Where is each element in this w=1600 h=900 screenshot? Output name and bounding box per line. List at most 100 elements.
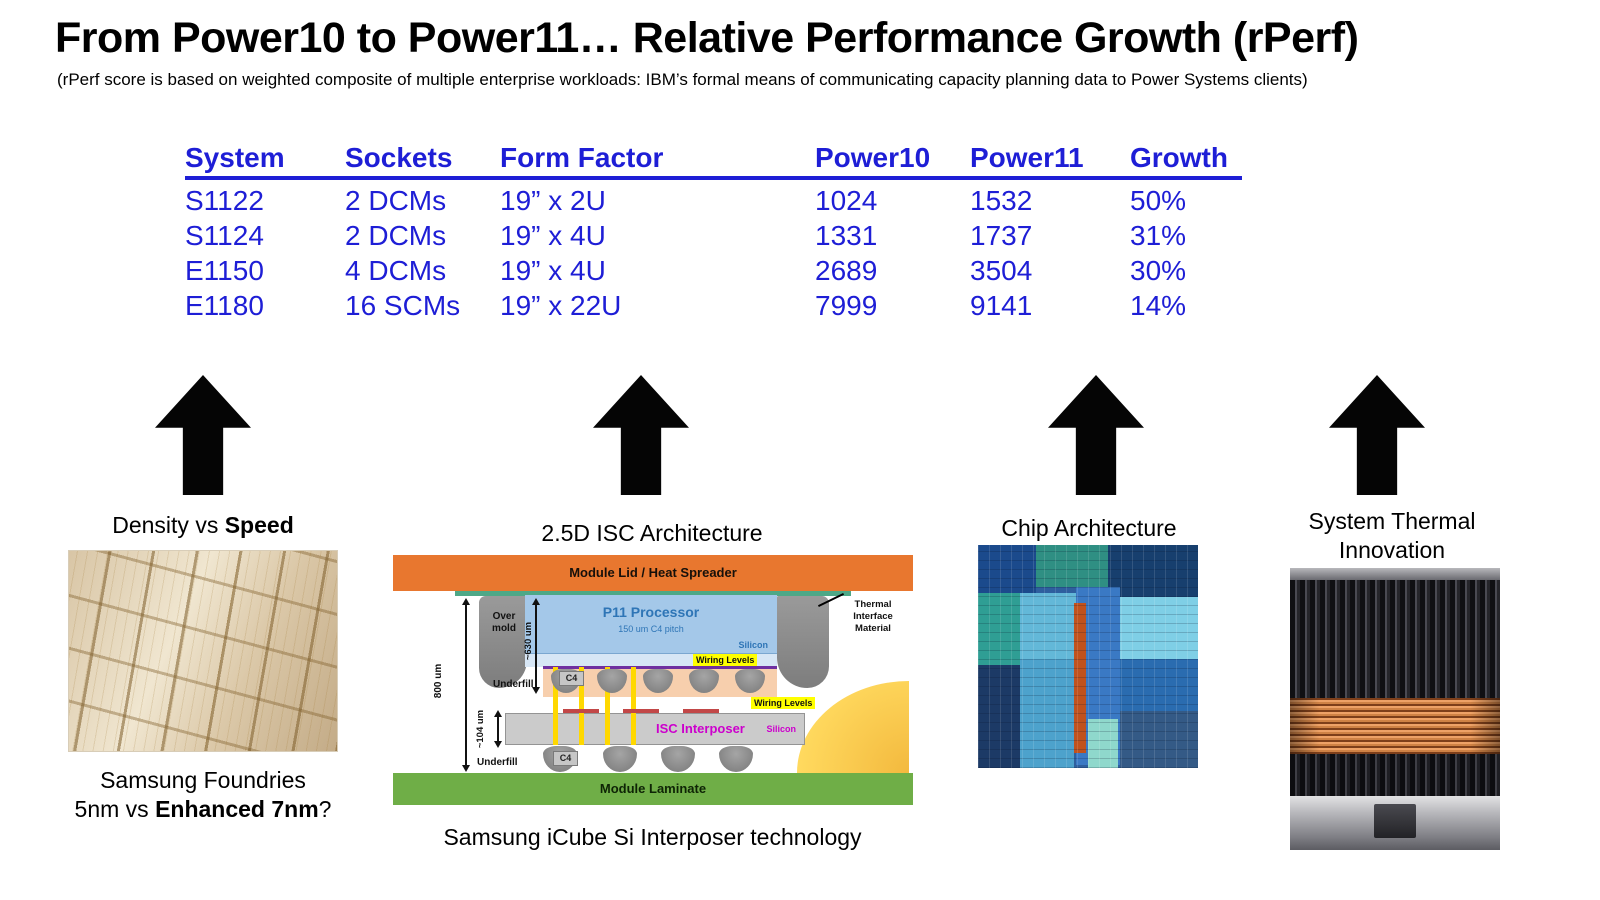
page-title: From Power10 to Power11… Relative Perfor… [55,14,1359,62]
c4-label-top: C4 [559,671,584,686]
heatsink-fins-top [1290,580,1500,698]
die-block [1120,597,1198,659]
overmold-right [777,596,829,688]
table-row: E1180 16 SCMs 19” x 22U 7999 9141 14% [185,288,1242,323]
table-cell: E1180 [185,290,264,321]
overmold-left [479,596,527,688]
module-laminate: Module Laminate [393,773,913,805]
col-header-growth: Growth [1130,142,1228,173]
density-title-plain: Density vs [112,512,225,538]
heatsink-base [1290,796,1500,850]
density-caption-suffix: ? [318,796,332,822]
die-texture [978,545,1198,768]
die-block [1120,711,1198,768]
table-cell: E1150 [185,255,264,286]
col-header-power11: Power11 [970,142,1084,173]
silicon-label-top: Silicon [738,640,768,650]
module-lid: Module Lid / Heat Spreader [393,555,913,591]
tsv-column [553,667,558,745]
p11-processor-label: P11 Processor [602,604,700,620]
col-header-sockets: Sockets [345,142,453,173]
isc-interposer-label: ISC Interposer [656,721,745,736]
dimension-104um-line [494,710,502,748]
heatsink-photo [1290,568,1500,850]
isc-architecture-diagram: Module Lid / Heat Spreader Over mold P11… [393,555,913,805]
table-cell: 1024 [815,185,878,216]
table-cell: 1737 [970,220,1033,251]
c4-bump [603,746,637,772]
wiring-segment [623,709,659,713]
table-row: S1124 2 DCMs 19” x 4U 1331 1737 31% [185,218,1242,253]
heatsink-copper-fins [1290,698,1500,754]
die-block [1020,659,1074,768]
thermal-interface-label: Thermal Interface Material [853,599,893,634]
dimension-800um-label: 800 um [433,663,444,699]
isc-caption: Samsung iCube Si Interposer technology [443,824,862,850]
die-block [978,593,1020,665]
overmold-label: Over mold [492,611,516,634]
table-row: E1150 4 DCMs 19” x 4U 2689 3504 30% [185,253,1242,288]
dimension-104um-label: ~104 um [475,709,486,749]
die-block [1088,719,1118,768]
table-cell: 19” x 22U [500,290,622,321]
table-row: S1122 2 DCMs 19” x 2U 1024 1532 50% [185,183,1242,218]
table-cell: 16 SCMs [345,290,461,321]
table-cell: 14% [1130,290,1187,321]
wiring-segment [683,709,719,713]
table-cell: 9141 [970,290,1033,321]
up-arrow-thermal-icon [1329,375,1425,495]
die-block [1074,603,1086,753]
die-block [978,545,1036,593]
table-cell: 19” x 2U [500,185,606,216]
table-cell: 1532 [970,185,1033,216]
table-cell: 2689 [815,255,878,286]
density-title-bold: Speed [224,512,294,538]
col-header-form-factor: Form Factor [500,142,664,173]
underfill-fillet [797,681,909,773]
c4-pitch-label: 150 um C4 pitch [618,624,684,634]
table-cell: 19” x 4U [500,255,606,286]
die-block [1108,545,1198,597]
table-cell: 50% [1130,185,1187,216]
chip-section-title: Chip Architecture [1001,515,1177,541]
die-block [978,665,1020,768]
table-cell: 7999 [815,290,878,321]
die-block [1020,593,1076,659]
isc-interposer-slab: ISC Interposer Silicon [505,713,805,745]
dimension-630um-label: ~630 um [523,621,534,661]
table-cell: 2 DCMs [345,220,447,251]
density-section-title: Density vs Speed [58,511,348,540]
table-cell: 1331 [815,220,878,251]
density-caption-line1: Samsung Foundries [100,767,306,793]
isc-section-title: 2.5D ISC Architecture [541,520,763,546]
table-cell: 30% [1130,255,1187,286]
heatsink-top-edge [1290,568,1500,580]
rperf-table: System Sockets Form Factor Power10 Power… [185,140,1242,323]
silicon-label-mid: Silicon [766,724,796,734]
chip-die-photo [978,545,1198,768]
density-caption-bold: Enhanced 7nm [155,796,319,822]
table-cell: S1122 [185,185,264,216]
col-header-power10: Power10 [815,142,931,173]
table-cell: S1124 [185,220,264,251]
page-subtitle: (rPerf score is based on weighted compos… [57,70,1308,89]
tsv-column [579,667,584,745]
wiring-segment [563,709,599,713]
table-cell: 31% [1130,220,1187,251]
tsv-column [631,667,636,745]
wafer-photo [68,550,338,752]
table-cell: 19” x 4U [500,220,606,251]
underfill-label-top: Underfill [493,679,534,690]
c4-label-bottom: C4 [553,751,578,766]
underfill-label-bottom: Underfill [477,757,518,768]
c4-bump [661,746,695,772]
heatsink-notch [1374,804,1416,838]
table-cell: 4 DCMs [345,255,447,286]
thermal-section-title: System Thermal Innovation [1308,508,1476,563]
wiring-levels-label-mid: Wiring Levels [751,697,816,709]
up-arrow-density-icon [155,375,251,495]
wiring-levels-label-top: Wiring Levels [693,654,758,666]
thermal-interface-strip [455,591,851,596]
c4-bump [719,746,753,772]
die-block [1036,545,1108,587]
